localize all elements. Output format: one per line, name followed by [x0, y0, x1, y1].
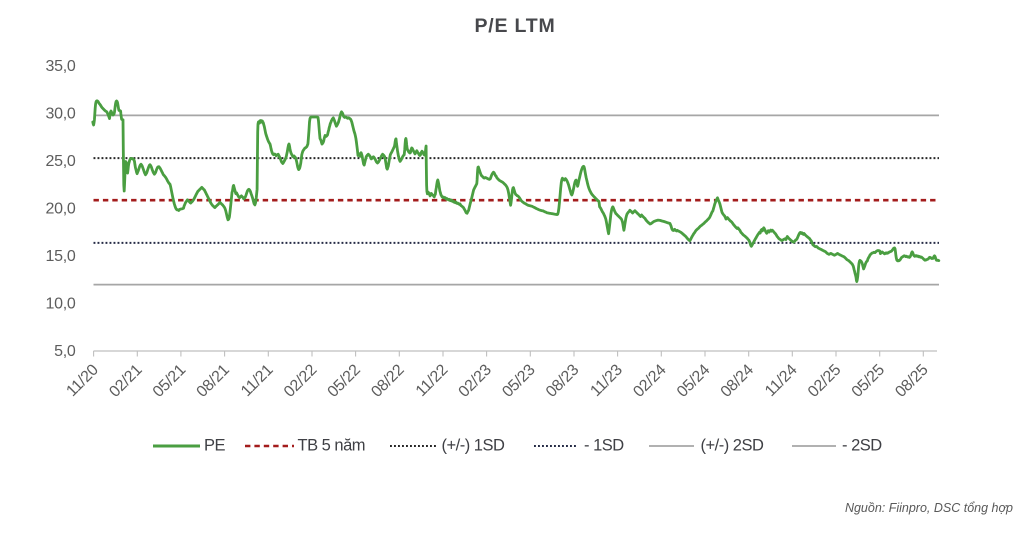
svg-text:15,0: 15,0	[46, 248, 76, 265]
svg-text:Nguồn: Fiinpro, DSC tổng hợp: Nguồn: Fiinpro, DSC tổng hợp	[845, 501, 1013, 515]
svg-text:PE: PE	[204, 437, 226, 455]
svg-text:TB 5 năm: TB 5 năm	[298, 437, 366, 455]
svg-text:25,0: 25,0	[46, 153, 76, 170]
svg-text:35,0: 35,0	[46, 58, 76, 75]
svg-text:30,0: 30,0	[46, 105, 76, 122]
svg-text:10,0: 10,0	[46, 295, 76, 312]
svg-text:(+/-) 2SD: (+/-) 2SD	[701, 437, 764, 455]
svg-text:5,0: 5,0	[54, 343, 76, 360]
svg-text:- 1SD: - 1SD	[584, 437, 624, 455]
svg-text:- 2SD: - 2SD	[842, 437, 882, 455]
svg-text:20,0: 20,0	[46, 200, 76, 217]
svg-text:(+/-) 1SD: (+/-) 1SD	[442, 437, 505, 455]
svg-text:P/E LTM: P/E LTM	[474, 15, 555, 37]
